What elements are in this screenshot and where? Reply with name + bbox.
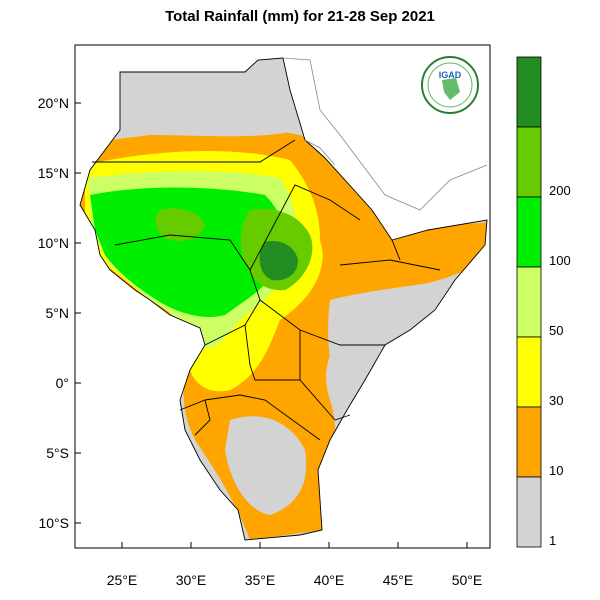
green-zone <box>90 187 285 317</box>
lat-tick-label: 15°N <box>38 165 69 181</box>
lon-tick-label: 40°E <box>314 572 345 588</box>
legend-label: 100 <box>549 253 571 268</box>
lon-tick-label: 35°E <box>245 572 276 588</box>
lon-tick-label: 25°E <box>107 572 138 588</box>
legend-swatch <box>516 196 542 268</box>
legend-swatch <box>516 56 542 128</box>
legend-label: 200 <box>549 183 571 198</box>
color-legend: 200 100 50 30 10 1 <box>516 56 571 548</box>
dry-horn <box>328 280 450 410</box>
lat-tick-label: 20°N <box>38 95 69 111</box>
country-borders <box>79 57 488 541</box>
lat-tick-label: 5°N <box>46 305 70 321</box>
lat-tick-label: 10°N <box>38 235 69 251</box>
coastlines <box>282 57 488 211</box>
igad-logo: IGAD <box>421 56 479 114</box>
lon-tick-label: 30°E <box>176 572 207 588</box>
lon-tick-label: 45°E <box>383 572 414 588</box>
map-title: Total Rainfall (mm) for 21-28 Sep 2021 <box>165 8 435 25</box>
lat-tick-label: 10°S <box>38 515 69 531</box>
logo-text: IGAD <box>439 70 462 80</box>
lon-tick-label: 50°E <box>452 572 483 588</box>
latitude-axis: 20°N 15°N 10°N 5°N 0° 5°S 10°S <box>38 95 81 531</box>
lat-tick-label: 5°S <box>46 445 69 461</box>
dry-north <box>110 58 300 140</box>
legend-swatch <box>516 476 542 548</box>
legend-label: 1 <box>549 533 556 548</box>
legend-swatch <box>516 406 542 478</box>
dry-south <box>225 416 307 515</box>
longitude-axis: 25°E 30°E 35°E 40°E 45°E 50°E <box>107 542 483 588</box>
legend-swatch <box>516 266 542 338</box>
legend-swatch <box>516 336 542 408</box>
lat-tick-label: 0° <box>56 375 69 391</box>
dark-green-zone <box>259 240 298 281</box>
legend-label: 50 <box>549 323 563 338</box>
legend-swatch <box>516 126 542 198</box>
legend-label: 30 <box>549 393 563 408</box>
legend-label: 10 <box>549 463 563 478</box>
